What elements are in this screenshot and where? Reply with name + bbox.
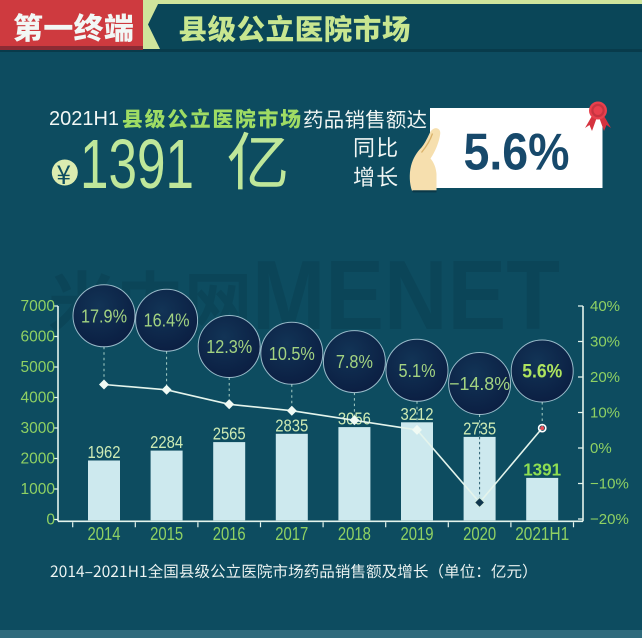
svg-text:2021H1: 2021H1 [515,524,569,544]
svg-text:7.8%: 7.8% [336,351,373,372]
svg-text:5.1%: 5.1% [399,360,436,381]
svg-text:30%: 30% [590,334,620,351]
svg-text:10%: 10% [590,405,620,422]
svg-text:5.6%: 5.6% [464,124,570,182]
svg-text:1000: 1000 [21,481,56,498]
svg-text:2000: 2000 [21,451,56,468]
svg-text:2021H1: 2021H1 [49,108,119,130]
svg-text:12.3%: 12.3% [206,336,252,357]
svg-text:16.4%: 16.4% [144,310,190,331]
svg-text:2735: 2735 [463,418,496,438]
svg-text:2019: 2019 [401,524,434,544]
svg-text:1391: 1391 [80,125,194,203]
svg-text:2018: 2018 [338,524,371,544]
svg-text:−10%: −10% [590,476,629,493]
svg-text:10.5%: 10.5% [269,343,315,364]
svg-text:2835: 2835 [275,415,308,435]
svg-text:−20%: −20% [590,511,629,528]
svg-text:1391: 1391 [523,459,561,479]
svg-text:40%: 40% [590,298,620,315]
svg-text:2016: 2016 [213,524,246,544]
svg-text:3000: 3000 [21,420,56,437]
svg-text:0: 0 [46,512,55,529]
svg-text:2015: 2015 [150,524,183,544]
svg-text:17.9%: 17.9% [81,305,127,326]
svg-text:4000: 4000 [21,390,56,407]
svg-text:2020: 2020 [463,524,496,544]
svg-text:2565: 2565 [213,424,246,444]
svg-text:7000: 7000 [21,298,56,315]
svg-text:3212: 3212 [401,404,434,424]
svg-text:0%: 0% [590,440,612,457]
svg-text:1962: 1962 [88,442,121,462]
svg-text:2014: 2014 [88,524,121,544]
svg-text:20%: 20% [590,369,620,386]
svg-text:6000: 6000 [21,329,56,346]
svg-text:−14.8%: −14.8% [449,373,510,394]
svg-text:2017: 2017 [275,524,308,544]
svg-text:5000: 5000 [21,359,56,376]
svg-text:5.6%: 5.6% [522,362,562,383]
svg-text:2284: 2284 [150,432,183,452]
